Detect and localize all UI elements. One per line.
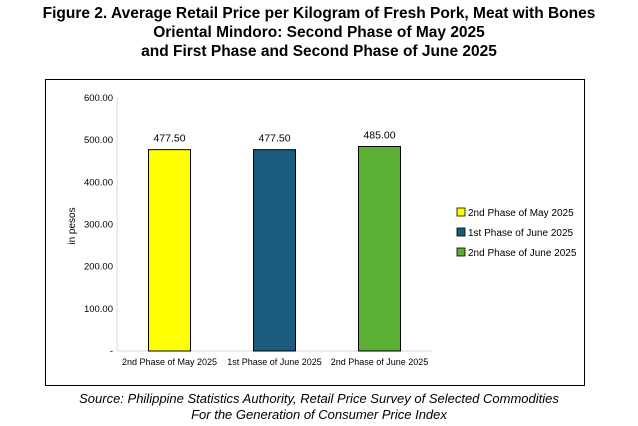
bar — [148, 149, 191, 352]
source-line-2: For the Generation of Consumer Price Ind… — [191, 407, 447, 422]
chart-frame — [45, 79, 585, 386]
source-note: Source: Philippine Statistics Authority,… — [0, 391, 638, 423]
y-axis-label: in pesos — [67, 207, 78, 244]
y-tick-label: 500.00 — [84, 135, 113, 146]
bar-value-label: 477.50 — [258, 133, 290, 145]
y-tick-label: 100.00 — [84, 304, 113, 315]
title-line-2: Oriental Mindoro: Second Phase of May 20… — [153, 24, 485, 41]
legend-swatch — [456, 227, 466, 237]
y-tick-label: 200.00 — [84, 262, 113, 273]
legend-swatch — [456, 247, 466, 257]
x-tick-label: 2nd Phase of May 2025 — [122, 357, 217, 367]
title-line-1: Figure 2. Average Retail Price per Kilog… — [42, 5, 596, 22]
y-tick-label: 300.00 — [84, 220, 113, 231]
y-tick-label: 600.00 — [84, 93, 113, 104]
legend-entry-label: 2nd Phase of May 2025 — [468, 208, 574, 219]
title-line-3: and First Phase and Second Phase of June… — [141, 43, 497, 60]
y-tick-label: 400.00 — [84, 177, 113, 188]
source-line-1: Source: Philippine Statistics Authority,… — [79, 391, 559, 406]
legend-swatch — [456, 207, 466, 217]
bar — [358, 145, 401, 352]
chart-title: Figure 2. Average Retail Price per Kilog… — [0, 4, 638, 61]
legend: 2nd Phase of May 2025 1st Phase of June 2… — [456, 207, 577, 259]
bar-value-label: 485.00 — [363, 129, 395, 141]
x-tick-label: 1st Phase of June 2025 — [227, 357, 322, 367]
bars: 477.50 2nd Phase of May 2025 477.50 1st Pha… — [122, 129, 428, 367]
y-tick-label: - — [110, 346, 113, 357]
bar-value-label: 477.50 — [153, 133, 185, 145]
bar — [253, 149, 296, 352]
legend-entry-label: 2nd Phase of June 2025 — [468, 248, 577, 259]
x-tick-label: 2nd Phase of June 2025 — [331, 357, 429, 367]
legend-entry-label: 1st Phase of June 2025 — [468, 228, 574, 239]
